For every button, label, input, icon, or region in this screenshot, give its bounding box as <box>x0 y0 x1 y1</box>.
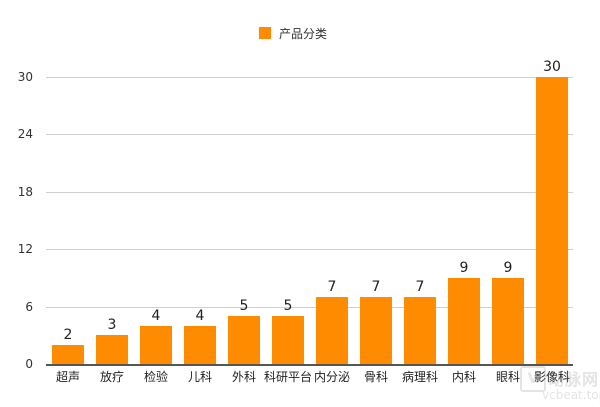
bar-value-label: 9 <box>503 259 513 276</box>
bar <box>96 335 128 364</box>
x-tick-label: 病理科 <box>401 370 438 384</box>
x-tick-label: 外科 <box>231 370 256 384</box>
bar-value-label: 4 <box>151 307 161 324</box>
gridline <box>46 307 573 308</box>
bar-value-label: 7 <box>415 279 425 296</box>
bar <box>52 344 84 364</box>
bar-value-label: 5 <box>283 298 293 315</box>
x-tick-label: 科研平台 <box>263 370 312 384</box>
bar-value-label: 5 <box>239 298 249 315</box>
bar <box>492 277 524 364</box>
legend-swatch <box>259 27 271 39</box>
chart-legend: 产品分类 <box>259 25 327 41</box>
bar-value-label: 9 <box>459 259 469 276</box>
bar <box>140 325 172 364</box>
bar-value-label: 3 <box>107 317 117 334</box>
y-tick-label: 24 <box>17 127 33 142</box>
bar <box>360 297 392 364</box>
x-tick-label: 内分泌 <box>313 370 350 384</box>
gridline <box>46 134 573 135</box>
bar <box>404 297 436 364</box>
bar <box>228 316 260 364</box>
gridline <box>46 192 573 193</box>
x-tick-label: 眼科 <box>495 370 520 384</box>
x-tick-label: 检验 <box>143 370 168 384</box>
x-tick-label: 影像科 <box>533 370 570 384</box>
gridline <box>46 249 573 250</box>
x-axis-line <box>46 364 573 366</box>
bar <box>536 77 568 364</box>
bar-value-label: 7 <box>371 279 381 296</box>
gridline <box>46 77 573 78</box>
bar <box>184 325 216 364</box>
y-tick-label: 30 <box>17 70 33 84</box>
x-tick-label: 儿科 <box>187 370 212 384</box>
legend-label: 产品分类 <box>279 26 328 41</box>
bar <box>448 277 480 364</box>
bar <box>272 316 304 364</box>
y-tick-label: 12 <box>17 242 33 257</box>
x-tick-label: 超声 <box>55 370 80 384</box>
y-tick-label: 0 <box>25 357 33 371</box>
watermark-url: vcbeat.top <box>542 388 600 402</box>
y-tick-label: 6 <box>25 299 33 314</box>
y-tick-label: 18 <box>17 184 33 199</box>
bar-value-label: 4 <box>195 307 205 324</box>
x-tick-label: 放疗 <box>99 370 124 384</box>
x-tick-label: 骨科 <box>363 370 388 384</box>
bar <box>316 297 348 364</box>
bar-value-label: 2 <box>63 326 73 343</box>
x-tick-label: 内科 <box>451 370 476 384</box>
bar-value-label: 30 <box>543 59 561 75</box>
bar-value-label: 7 <box>327 279 337 296</box>
